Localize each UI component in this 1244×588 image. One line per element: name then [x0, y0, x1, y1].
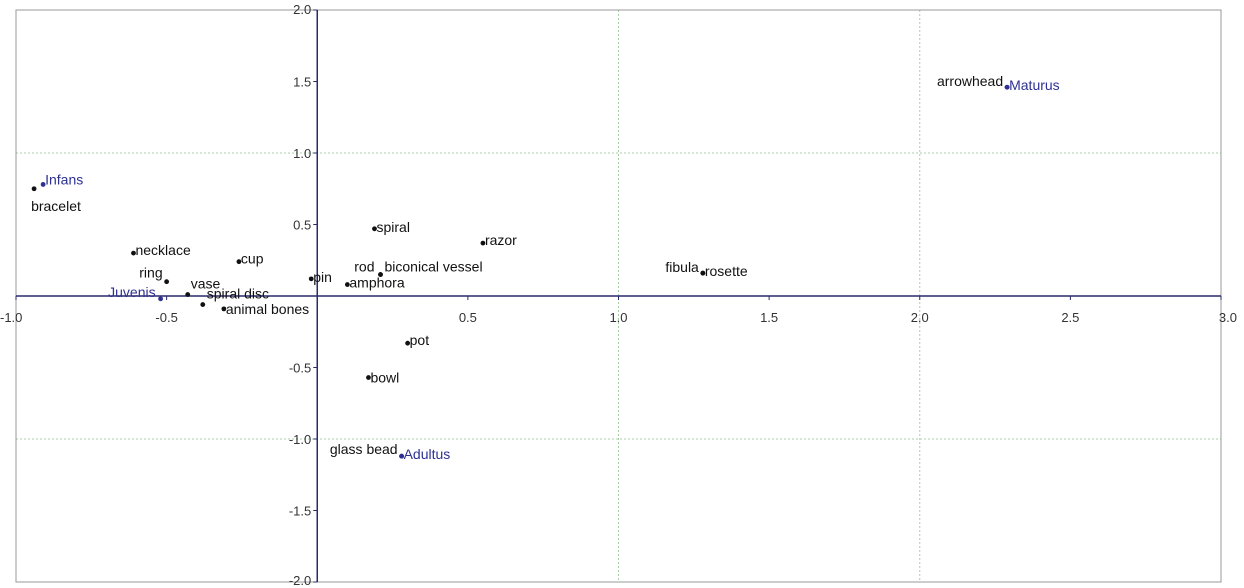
data-point-pin: [308, 276, 314, 282]
data-point-cup: [236, 259, 242, 265]
point-label-spiral-disc: spiral disc: [207, 286, 269, 302]
data-point-pot: [405, 340, 411, 346]
y-tick-label: 1.5: [293, 75, 311, 90]
y-tick-label: -2.0: [289, 573, 311, 588]
data-point-spiral: [372, 226, 377, 232]
data-point-rosette: [700, 270, 706, 276]
point-label-infans: Infans: [45, 171, 83, 187]
x-tick-label: 3.0: [1219, 310, 1237, 325]
y-tick-label: 0.5: [293, 218, 311, 233]
point-label-fibula: fibula: [665, 259, 699, 275]
point-label-ring: ring: [139, 265, 162, 281]
point-label-cup: cup: [241, 251, 264, 267]
data-point-infans: [40, 182, 46, 187]
point-labels: bracelet necklace ring vase cup spiral discan…: [31, 73, 1060, 462]
data-point-maturus: [1004, 84, 1010, 90]
point-label-biconical-vessel: biconical vessel: [385, 259, 483, 275]
data-point-vase: [185, 292, 191, 297]
y-tick-label: 2.0: [293, 2, 311, 17]
data-point-razor: [480, 240, 486, 246]
point-label-rod: rod: [354, 259, 374, 275]
point-label-arrowhead: arrowhead: [937, 73, 1003, 89]
point-label-bowl: bowl: [370, 370, 399, 386]
x-tick-label: 2.0: [911, 310, 929, 325]
data-point-animal-bones: [221, 306, 227, 312]
data-point-juvenis: [158, 296, 164, 302]
point-label-adultus: Adultus: [404, 446, 451, 462]
point-label-amphora: amphora: [349, 275, 404, 291]
point-label-animal-bones: animal bones: [226, 301, 309, 317]
point-label-juvenis: Juvenis: [108, 284, 155, 300]
point-label-razor: razor: [485, 232, 517, 248]
x-tick-label: 0.5: [459, 310, 477, 325]
data-points: [31, 84, 1010, 459]
data-point-spiral-disc: [200, 302, 206, 307]
data-point-adultus: [399, 453, 404, 459]
point-label-glass-bead: glass bead: [330, 441, 398, 457]
y-tick-label: 1.0: [293, 146, 311, 161]
point-label-pot: pot: [410, 332, 430, 348]
point-label-maturus: Maturus: [1009, 77, 1060, 93]
point-label-rosette: rosette: [705, 263, 748, 279]
data-point-bracelet: [31, 186, 37, 192]
point-label-vase: vase: [191, 276, 221, 292]
data-point-amphora: [344, 282, 350, 287]
x-tick-label: -0.5: [155, 310, 177, 325]
x-tick-label: 2.5: [1061, 310, 1079, 325]
x-tick-label: 1.0: [609, 310, 627, 325]
data-point-bowl: [366, 375, 371, 380]
point-label-spiral: spiral: [376, 219, 409, 235]
data-point-biconical-vessel: [378, 272, 383, 277]
point-label-bracelet: bracelet: [31, 198, 81, 214]
x-tick-label: 1.5: [760, 310, 778, 325]
point-label-pin: pin: [313, 269, 332, 285]
x-tick-label: -1.0: [0, 310, 22, 325]
y-tick-label: -1.5: [289, 504, 311, 519]
data-point-ring: [164, 279, 170, 285]
y-tick-label: -1.0: [289, 432, 311, 447]
point-label-necklace: necklace: [135, 242, 190, 258]
data-point-necklace: [131, 250, 136, 256]
y-tick-label: -0.5: [289, 361, 311, 376]
